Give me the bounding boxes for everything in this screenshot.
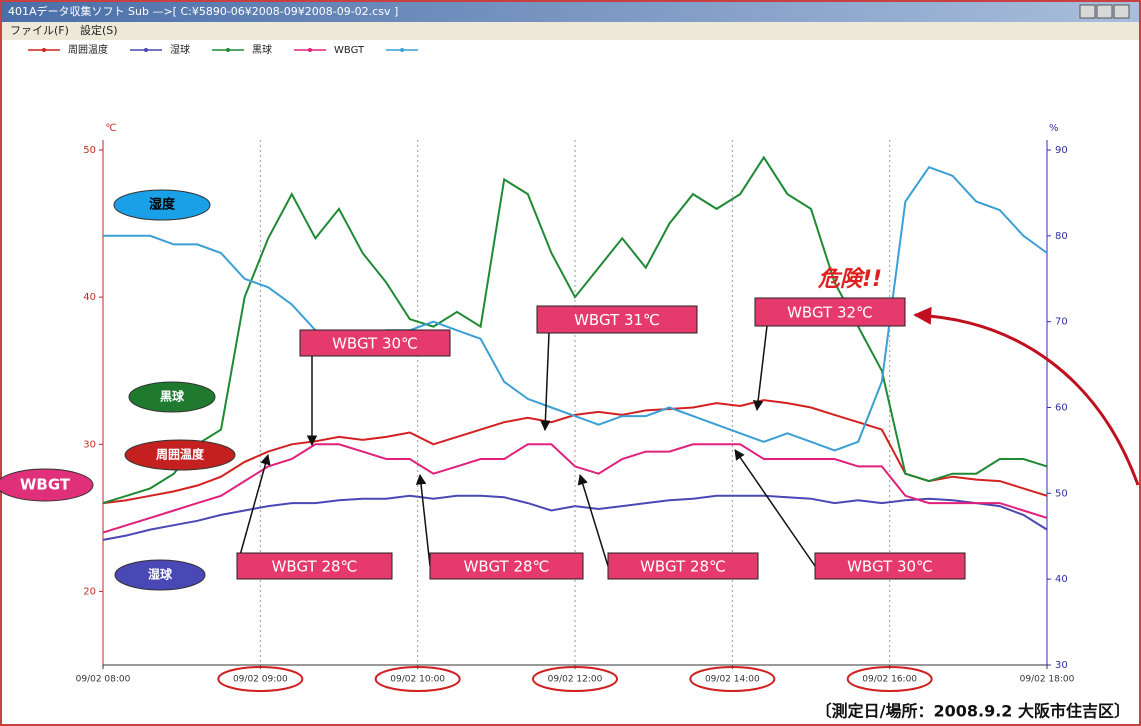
y2-tick-label: 40 <box>1055 574 1068 585</box>
annotation-box <box>536 305 698 334</box>
annotation-label: WBGT 28℃ <box>464 558 550 576</box>
legend-marker <box>144 48 148 52</box>
highlight-ellipse <box>374 666 461 692</box>
callout-label: 湿度 <box>149 197 176 213</box>
window-title: 401Aデータ収集ソフト Sub —>[ C:¥5890-06¥2008-09¥… <box>8 4 398 18</box>
minimize-button[interactable] <box>1079 4 1096 19</box>
x-tick-label: 09/02 12:00 <box>548 675 603 685</box>
menu-bar <box>2 22 1139 40</box>
callout-bubble <box>113 189 211 221</box>
callout-bubble <box>0 468 94 502</box>
y2-axis-unit: % <box>1049 123 1059 134</box>
callout-bubble <box>124 439 236 471</box>
close-button[interactable] <box>1113 4 1130 19</box>
highlight-ellipse <box>217 666 304 692</box>
annotation-pointer <box>415 473 431 567</box>
y2-tick-label: 70 <box>1055 317 1068 328</box>
annotation-box <box>236 552 393 580</box>
warning-label: 危険!! <box>817 267 882 292</box>
legend-label: WBGT <box>334 45 365 56</box>
x-tick-label: 09/02 18:00 <box>1020 675 1075 685</box>
y-tick-label: 50 <box>83 145 96 156</box>
callout-label: 黒球 <box>160 389 185 404</box>
series-line <box>102 443 1048 534</box>
annotation-pointer <box>752 325 768 412</box>
annotation-pointer <box>540 332 551 432</box>
y2-tick-label: 50 <box>1055 488 1068 499</box>
legend-label: 周囲温度 <box>68 43 108 56</box>
callout-label: 湿球 <box>148 567 173 582</box>
legend-marker <box>400 48 405 52</box>
footer-note: 〔測定日/場所：2008.9.2 大阪市住吉区〕 <box>816 702 1130 721</box>
callout-bubble <box>114 559 206 591</box>
legend-marker <box>226 48 230 52</box>
series-line <box>102 494 1048 541</box>
highlight-ellipse <box>689 666 776 692</box>
annotation-label: WBGT 32℃ <box>787 304 873 322</box>
callout-label: 周囲温度 <box>156 447 205 462</box>
callout-label: WBGT <box>20 476 71 494</box>
x-tick-label: 09/02 08:00 <box>76 675 131 685</box>
callout-bubble <box>128 381 216 413</box>
annotation-box <box>299 329 451 357</box>
legend-label: 湿球 <box>170 43 190 56</box>
series-line <box>102 399 1048 505</box>
x-tick-label: 09/02 10:00 <box>390 675 445 685</box>
annotation-label: WBGT 28℃ <box>640 558 726 576</box>
x-tick-label: 09/02 14:00 <box>705 675 760 685</box>
y2-tick-label: 60 <box>1055 403 1068 414</box>
annotation-box <box>429 552 584 580</box>
legend-marker <box>42 48 46 52</box>
x-tick-label: 09/02 09:00 <box>233 675 288 685</box>
maximize-button[interactable] <box>1096 4 1113 19</box>
y-tick-label: 40 <box>83 292 96 303</box>
window-buttons[interactable] <box>1079 4 1130 19</box>
annotation-label: WBGT 28℃ <box>272 558 358 576</box>
menu-item[interactable]: 設定(S) <box>80 23 118 37</box>
annotation-box <box>754 297 906 327</box>
legend-marker <box>308 48 312 52</box>
annotation-pointer <box>236 453 271 567</box>
highlight-ellipse <box>846 666 933 692</box>
annotation-box <box>814 552 966 580</box>
y-tick-label: 20 <box>83 586 96 597</box>
warning-arrow <box>913 306 1140 486</box>
x-tick-label: 09/02 16:00 <box>862 675 917 685</box>
legend-label: 黒球 <box>252 43 272 56</box>
annotation-box <box>607 552 759 580</box>
y-tick-label: 30 <box>83 439 96 450</box>
menu-item[interactable]: ファイル(F) <box>10 24 69 37</box>
annotation-label: WBGT 30℃ <box>332 335 418 353</box>
annotation-label: WBGT 31℃ <box>574 311 660 329</box>
y2-tick-label: 80 <box>1055 231 1068 242</box>
highlight-ellipse <box>532 666 618 692</box>
title-bar <box>2 2 1139 22</box>
annotation-pointer <box>577 473 609 567</box>
y2-tick-label: 90 <box>1055 145 1068 156</box>
y2-tick-label: 30 <box>1055 660 1068 671</box>
annotation-label: WBGT 30℃ <box>847 558 933 576</box>
series-line <box>102 155 1048 505</box>
y-axis-unit: ℃ <box>105 123 116 134</box>
annotation-pointer <box>734 449 816 567</box>
